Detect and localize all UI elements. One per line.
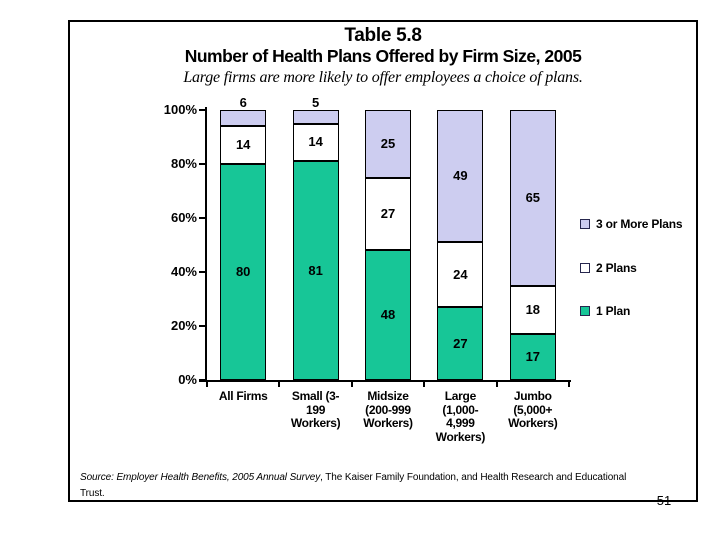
bar-value-label: 14 [308,134,323,150]
bar-segment: 18 [509,285,556,335]
source-citation-italic: Source: Employer Health Benefits, 2005 A… [80,472,321,483]
y-axis-tick-label: 40% [170,264,197,279]
bar-value-label: 24 [453,266,468,282]
bar-segment: 27 [365,177,411,251]
x-axis-tick [495,382,498,387]
bar-value-label: 27 [380,205,396,221]
y-axis-tick-label: 80% [170,156,197,171]
bar-segment: 17 [509,334,556,380]
bar-value-label: 18 [525,301,541,317]
bar-value-label: 81 [308,262,323,278]
slide-frame: Table 5.8 Number of Health Plans Offered… [68,20,698,502]
legend-label: 2 Plans [596,260,637,275]
bar-value-label: 48 [380,307,396,323]
y-axis-tick [199,163,205,165]
y-axis-tick [199,325,205,327]
legend-swatch-icon [580,219,590,229]
x-axis-category-label: All Firms [218,389,268,403]
y-axis-tick [199,271,205,273]
legend-item: 3 or More Plans [580,217,683,231]
y-axis-tick-label: 20% [170,318,197,333]
x-axis-tick [568,382,570,387]
y-axis-tick [199,379,205,381]
bar-segment: 14 [220,126,267,164]
legend-label: 3 or More Plans [596,217,683,231]
bar-value-label: 27 [453,335,468,351]
bar-value-label: 80 [235,264,251,279]
x-axis-line [199,380,571,382]
x-axis-category-label: Midsize (200-999 Workers) [363,389,413,430]
chart-title: Number of Health Plans Offered by Firm S… [184,46,582,66]
bar-segment: 6 [220,96,267,127]
bar-segment: 14 [292,123,339,162]
bar-segment: 49 [437,110,484,243]
y-axis-line [205,107,207,382]
source-citation-regular: , The Kaiser Family Foundation, and Heal… [80,472,627,499]
bar-segment: 80 [220,164,267,380]
bar-value-label: 5 [311,95,320,110]
bar-segment: 81 [292,161,339,380]
bar-segment: 48 [365,250,411,380]
table-number-title: Table 5.8 [344,25,422,46]
stacked-bar-chart: 0% 20% 40% 60% 80% 100% 80 14 6 81 14 5 48 27 25 27 24 49… [70,22,696,500]
source-note: Source: Employer Health Benefits, 2005 A… [80,470,645,502]
bar-value-label: 49 [453,168,468,184]
x-axis-category-label: Large (1,000- 4,999 Workers) [435,389,486,444]
x-axis-tick [350,382,353,387]
bar-value-label: 6 [239,95,247,110]
bar-segment: 25 [365,110,411,178]
bar-segment: 27 [437,307,484,380]
legend-swatch-icon [580,262,590,273]
bar-segment: 5 [292,96,339,124]
x-axis-tick [206,382,208,387]
legend-swatch-icon [580,306,590,316]
bar-segment: 65 [509,110,556,286]
y-axis-tick-label: 60% [170,210,197,225]
x-axis-category-label: Small (3- 199 Workers) [290,389,341,430]
bar-value-label: 17 [525,349,541,365]
x-axis-tick [278,382,281,387]
bar-value-label: 65 [525,189,541,205]
bar-value-label: 14 [235,137,251,153]
bar-segment: 24 [437,242,484,308]
legend-label: 1 Plan [596,304,631,318]
x-axis-tick [423,382,426,387]
y-axis-tick [199,217,205,219]
legend-item: 2 Plans [580,261,637,275]
y-axis-tick-label: 100% [163,102,197,117]
bar-value-label: 25 [380,135,396,151]
legend-item: 1 Plan [580,304,630,318]
page-number: 51 [656,493,672,508]
y-axis-tick [199,109,205,111]
chart-subtitle: Large firms are more likely to offer emp… [183,69,583,86]
y-axis-tick-label: 0% [178,372,197,387]
x-axis-category-label: Jumbo (5,000+ Workers) [508,389,558,430]
